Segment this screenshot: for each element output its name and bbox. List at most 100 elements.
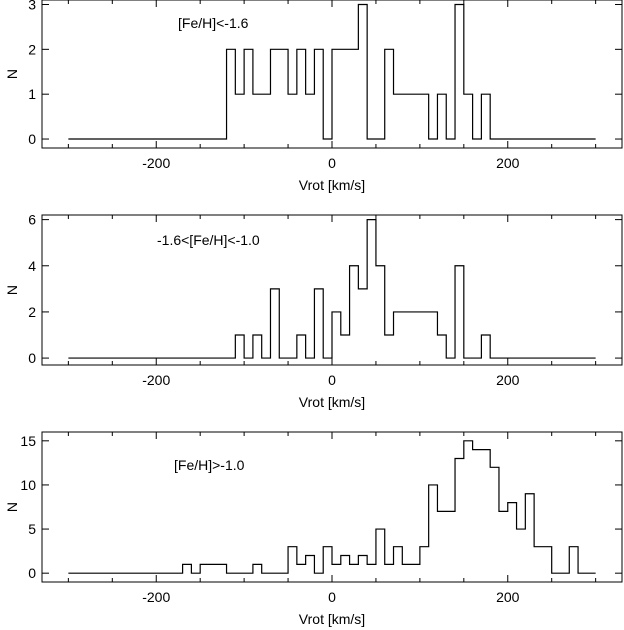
histogram-bin	[262, 94, 271, 139]
histogram-bin	[297, 564, 306, 573]
histogram-bin	[270, 289, 279, 358]
histogram-bin	[235, 94, 244, 139]
histogram-bin	[481, 94, 490, 139]
histogram-bin	[358, 4, 367, 139]
histogram-bin	[341, 335, 350, 358]
histogram-bin	[508, 503, 517, 574]
histogram-bin	[385, 49, 394, 139]
y-axis-label: N	[4, 69, 20, 79]
histogram-bin	[332, 49, 341, 139]
histogram-bin	[437, 335, 446, 358]
y-tick-label: 0	[28, 565, 36, 581]
y-tick-label: 1	[28, 86, 36, 102]
histogram-bin	[227, 49, 236, 139]
histogram-bin	[534, 547, 543, 573]
histogram-bin	[402, 564, 420, 573]
chart-panel-3: -200 0 200 0 5 10 15 Vrot [km/s] N [Fe/H]>-1.0	[4, 431, 623, 627]
histogram-series-line	[68, 3, 596, 140]
histogram-bin	[569, 547, 578, 573]
histogram-bin	[517, 529, 526, 573]
histogram-bin	[350, 49, 359, 139]
histogram-bin	[244, 49, 253, 139]
y-tick-label: 4	[28, 258, 36, 274]
histogram-bin	[429, 485, 438, 573]
y-tick-label: 3	[28, 0, 36, 12]
histogram-bin	[525, 494, 534, 573]
histogram-bin	[367, 564, 376, 573]
histogram-bin	[402, 94, 411, 139]
histogram-bin	[376, 529, 385, 573]
metallicity-annotation: [Fe/H]<-1.6	[178, 15, 249, 31]
x-tick-label: 200	[496, 372, 520, 388]
x-axis-label: Vrot [km/s]	[299, 611, 365, 627]
histogram-bin	[473, 450, 491, 574]
histogram-bin	[394, 94, 403, 139]
y-tick-label: 0	[28, 131, 36, 147]
y-tick-label: 0	[28, 350, 36, 366]
histogram-bin	[490, 467, 499, 573]
histogram-bin	[455, 458, 464, 573]
histogram-bin	[437, 511, 455, 573]
histogram-bin	[200, 564, 218, 573]
histogram-series-line	[68, 440, 596, 574]
y-tick-label: 15	[20, 433, 36, 449]
x-tick-label: 0	[328, 372, 336, 388]
x-axis-label: Vrot [km/s]	[299, 177, 365, 193]
histogram-bin	[411, 312, 420, 358]
y-tick-label: 10	[20, 477, 36, 493]
histogram-bin	[288, 94, 297, 139]
histogram-bin	[306, 556, 315, 574]
histogram-bin	[367, 220, 376, 358]
histogram-bin	[402, 312, 411, 358]
histogram-bin	[350, 564, 359, 573]
histogram-bin	[464, 94, 473, 139]
histogram-bin	[543, 547, 552, 573]
histogram-bin	[297, 49, 306, 139]
histogram-bin	[481, 335, 490, 358]
histogram-bin	[253, 564, 262, 573]
histogram-bin	[323, 547, 332, 573]
x-tick-label: 200	[496, 589, 520, 605]
histogram-bin	[279, 49, 288, 139]
histogram-bin	[218, 564, 227, 573]
histogram-bin	[420, 312, 429, 358]
histogram-bin	[455, 266, 464, 358]
histogram-bin	[411, 94, 420, 139]
histogram-bin	[420, 94, 429, 139]
y-tick-label: 2	[28, 41, 36, 57]
histogram-bin	[253, 335, 262, 358]
histogram-bin	[437, 94, 446, 139]
histogram-bin	[270, 49, 279, 139]
x-tick-label: 0	[328, 155, 336, 171]
x-tick-label: -200	[142, 155, 170, 171]
histogram-bin	[499, 511, 508, 573]
histogram-bin	[297, 335, 306, 358]
y-axis-label: N	[4, 285, 20, 295]
histogram-bin	[314, 289, 323, 358]
histogram-bin	[235, 335, 244, 358]
histogram-bin	[314, 49, 323, 139]
y-tick-label: 6	[28, 212, 36, 228]
histogram-bin	[253, 94, 262, 139]
histogram-bin	[358, 289, 367, 358]
histogram-bin	[288, 547, 297, 573]
histogram-bin	[385, 335, 394, 358]
histogram-bin	[358, 556, 367, 574]
histogram-bin	[394, 312, 403, 358]
y-tick-label: 2	[28, 304, 36, 320]
x-axis-label: Vrot [km/s]	[299, 394, 365, 410]
x-tick-label: 0	[328, 589, 336, 605]
histogram-bin	[306, 94, 315, 139]
x-tick-label: 200	[496, 155, 520, 171]
metallicity-annotation: [Fe/H]>-1.0	[174, 457, 245, 473]
histogram-bin	[420, 547, 429, 573]
y-axis-label: N	[4, 502, 20, 512]
histogram-bin	[332, 564, 341, 573]
histogram-bin	[350, 266, 359, 358]
histogram-bin	[385, 564, 394, 573]
histogram-bin	[183, 564, 192, 573]
x-tick-label: -200	[142, 589, 170, 605]
histogram-bin	[429, 312, 438, 358]
x-tick-label: -200	[142, 372, 170, 388]
